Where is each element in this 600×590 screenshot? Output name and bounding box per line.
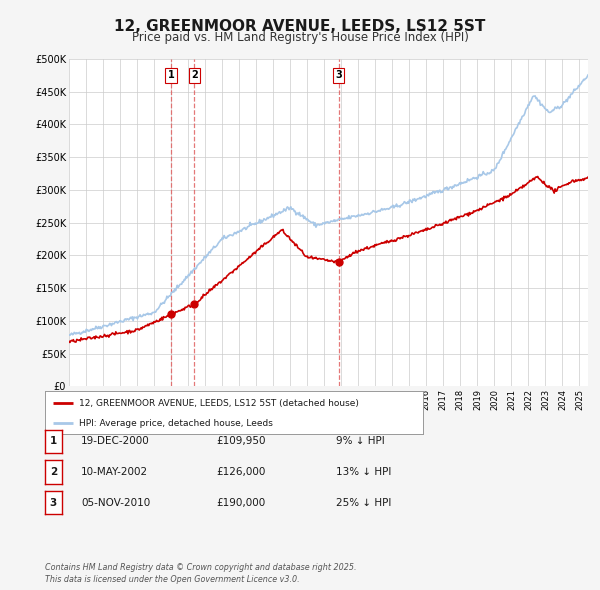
Text: 19-DEC-2000: 19-DEC-2000 [81, 437, 150, 446]
Text: 05-NOV-2010: 05-NOV-2010 [81, 498, 150, 507]
Text: Contains HM Land Registry data © Crown copyright and database right 2025.
This d: Contains HM Land Registry data © Crown c… [45, 563, 356, 584]
Text: 13% ↓ HPI: 13% ↓ HPI [336, 467, 391, 477]
Text: £126,000: £126,000 [216, 467, 265, 477]
Text: £190,000: £190,000 [216, 498, 265, 507]
Text: 1: 1 [168, 70, 175, 80]
Text: 9% ↓ HPI: 9% ↓ HPI [336, 437, 385, 446]
Text: £109,950: £109,950 [216, 437, 265, 446]
Text: 3: 3 [50, 498, 57, 507]
Text: 12, GREENMOOR AVENUE, LEEDS, LS12 5ST: 12, GREENMOOR AVENUE, LEEDS, LS12 5ST [115, 19, 485, 34]
Text: 2: 2 [50, 467, 57, 477]
Text: 2: 2 [191, 70, 198, 80]
Text: 3: 3 [335, 70, 342, 80]
Text: Price paid vs. HM Land Registry's House Price Index (HPI): Price paid vs. HM Land Registry's House … [131, 31, 469, 44]
Text: 10-MAY-2002: 10-MAY-2002 [81, 467, 148, 477]
Text: 25% ↓ HPI: 25% ↓ HPI [336, 498, 391, 507]
Text: HPI: Average price, detached house, Leeds: HPI: Average price, detached house, Leed… [79, 418, 273, 428]
Text: 12, GREENMOOR AVENUE, LEEDS, LS12 5ST (detached house): 12, GREENMOOR AVENUE, LEEDS, LS12 5ST (d… [79, 399, 359, 408]
Text: 1: 1 [50, 437, 57, 446]
